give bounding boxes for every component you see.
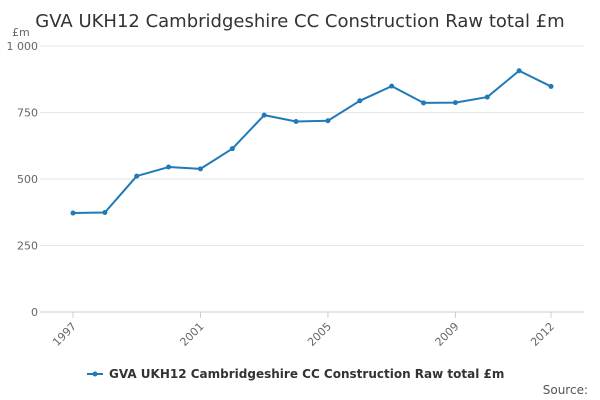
data-point[interactable] — [548, 83, 554, 89]
y-tick-label: 500 — [17, 173, 38, 186]
y-axis-label: £m — [12, 26, 30, 39]
data-point[interactable] — [229, 146, 235, 152]
source-label: Source: — [543, 383, 588, 397]
data-point[interactable] — [261, 112, 267, 118]
data-point[interactable] — [293, 119, 299, 125]
data-point[interactable] — [357, 98, 363, 104]
y-axis-ticks: 0 250 500 750 1 000 — [7, 40, 39, 319]
data-point[interactable] — [134, 173, 140, 179]
y-tick-label: 0 — [31, 306, 38, 319]
y-tick-label: 750 — [17, 107, 38, 120]
data-point[interactable] — [389, 83, 395, 89]
legend[interactable]: GVA UKH12 Cambridgeshire CC Construction… — [87, 367, 504, 381]
data-point[interactable] — [421, 100, 427, 106]
data-point[interactable] — [102, 210, 108, 216]
series-line — [72, 69, 552, 215]
x-tick-label: 2009 — [433, 320, 462, 349]
data-point[interactable] — [70, 210, 76, 216]
data-point[interactable] — [325, 118, 331, 124]
x-tick-label: 2001 — [178, 320, 207, 349]
data-point[interactable] — [197, 166, 203, 172]
x-tick-label: 1997 — [50, 320, 79, 349]
data-point[interactable] — [166, 164, 172, 170]
y-tick-label: 250 — [17, 240, 38, 253]
y-tick-label: 1 000 — [7, 40, 39, 53]
series-group — [70, 68, 554, 216]
data-point[interactable] — [484, 94, 490, 100]
chart-title: GVA UKH12 Cambridgeshire CC Construction… — [35, 11, 564, 32]
legend-point-marker — [92, 371, 98, 377]
x-tick-label: 2012 — [528, 320, 557, 349]
data-point[interactable] — [452, 100, 458, 106]
legend-label: GVA UKH12 Cambridgeshire CC Construction… — [109, 367, 504, 381]
data-point[interactable] — [516, 68, 522, 74]
grid-lines — [40, 45, 584, 246]
x-axis-ticks: 1997 2001 2005 2009 2012 — [50, 312, 557, 349]
x-tick-label: 2005 — [305, 320, 334, 349]
